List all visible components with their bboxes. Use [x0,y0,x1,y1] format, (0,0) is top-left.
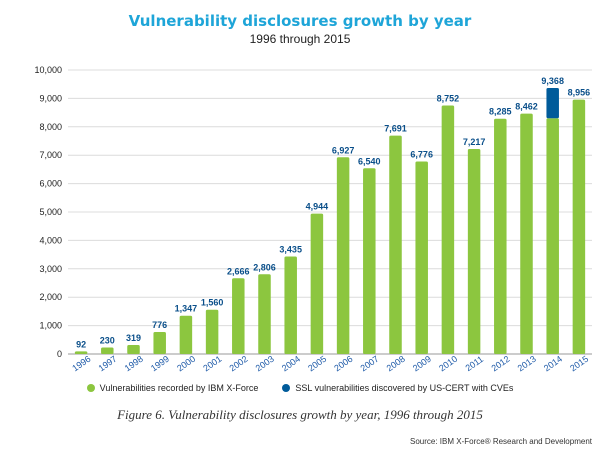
chart-subtitle: 1996 through 2015 [249,32,351,46]
bar-xforce [179,315,193,354]
bar-xforce [258,274,271,354]
bar-xforce [101,347,114,354]
y-tick-label: 4,000 [39,235,62,245]
bar-xforce [467,149,481,354]
chart-title: Vulnerability disclosures growth by year [128,12,472,30]
x-tick-label: 1997 [97,354,119,374]
x-axis-ticks: 1996 1997 1998 1999 2000 2001 2002 2003 2004 2005… [70,354,590,374]
legend-item-ssl: SSL vulnerabilities discovered by US-CER… [282,383,513,393]
x-tick-label: 1999 [149,354,171,374]
data-label: 2,806 [253,262,276,272]
legend-item-xforce: Vulnerabilities recorded by IBM X-Force [86,383,259,393]
x-tick-label: 2002 [228,354,250,374]
y-tick-label: 5,000 [39,207,62,217]
data-label: 7,217 [463,137,486,147]
bar-xforce [441,105,455,354]
x-tick-label: 2003 [254,354,276,374]
bar-xforce [205,309,219,354]
data-label: 8,462 [515,102,538,112]
x-tick-label: 2009 [411,354,433,374]
x-tick-label: 1996 [70,354,92,374]
gridlines [68,69,592,355]
data-label: 4,944 [306,202,329,212]
bar-xforce [232,278,245,354]
x-tick-label: 2011 [464,354,486,373]
bar-xforce [336,157,350,354]
x-tick-label: 2004 [280,354,302,374]
x-tick-label: 1998 [123,354,145,374]
figure-caption: Figure 6. Vulnerability disclosures grow… [117,407,483,422]
legend: Vulnerabilities recorded by IBM X-Force … [0,383,600,393]
legend-label-xforce: Vulnerabilities recorded by IBM X-Force [99,383,259,393]
data-label: 8,285 [489,107,512,117]
y-axis-ticks: 0 1,000 2,000 3,000 4,000 5,000 6,000 7,000 8,00… [34,65,62,359]
x-tick-label: 2013 [516,354,538,374]
bar-xforce [520,113,533,354]
y-tick-label: 7,000 [39,150,62,160]
y-tick-label: 3,000 [39,264,62,274]
y-tick-label: 6,000 [39,179,62,189]
y-tick-label: 10,000 [34,65,62,75]
data-label: 7,691 [384,124,407,134]
bar-xforce [494,118,507,355]
data-label: 8,956 [568,88,591,98]
data-label: 319 [126,333,141,343]
y-tick-label: 2,000 [39,292,62,302]
legend-swatch-ssl [282,384,291,392]
bar-ssl [546,87,559,119]
bar-xforce [572,99,586,354]
x-tick-label: 2008 [385,354,407,374]
data-label: 92 [76,339,86,349]
bar-xforce [415,161,428,354]
x-tick-label: 2005 [306,354,328,374]
bar-xforce [546,118,559,354]
bar-xforce [284,256,297,354]
x-tick-label: 2001 [201,354,223,374]
data-label: 6,927 [332,145,355,155]
x-tick-label: 2014 [542,354,564,374]
bar-xforce [389,135,402,354]
x-tick-label: 2010 [437,354,459,374]
x-tick-label: 2006 [332,354,354,374]
bar-xforce [127,344,140,354]
data-label: 230 [100,335,115,345]
data-label: 2,666 [227,266,250,276]
bar-xforce [74,351,88,354]
y-tick-label: 8,000 [39,122,62,132]
bar-chart: 0 1,000 2,000 3,000 4,000 5,000 6,000 7,000 8,00… [34,65,592,374]
data-label: 3,435 [279,244,302,254]
y-tick-label: 0 [57,349,62,359]
data-label: 6,776 [410,150,433,160]
data-label: 6,540 [358,156,381,166]
data-label: 1,560 [201,298,224,308]
bar-xforce [310,213,324,354]
data-label: 1,347 [175,304,198,314]
legend-label-ssl: SSL vulnerabilities discovered by US-CER… [295,383,514,393]
data-label: 9,368 [541,76,564,86]
bar-xforce [363,168,376,354]
y-tick-label: 1,000 [39,321,62,331]
source-note: Source: IBM X-Force® Research and Develo… [410,437,592,446]
x-tick-label: 2012 [490,354,512,374]
legend-swatch-xforce [86,384,95,392]
x-tick-label: 2007 [359,354,381,374]
data-label: 776 [152,320,167,330]
x-tick-label: 2000 [175,354,197,374]
y-tick-label: 9,000 [39,93,62,103]
x-tick-label: 2015 [568,354,590,374]
data-label: 8,752 [437,93,460,103]
bars [74,87,586,355]
bar-xforce [153,331,166,354]
